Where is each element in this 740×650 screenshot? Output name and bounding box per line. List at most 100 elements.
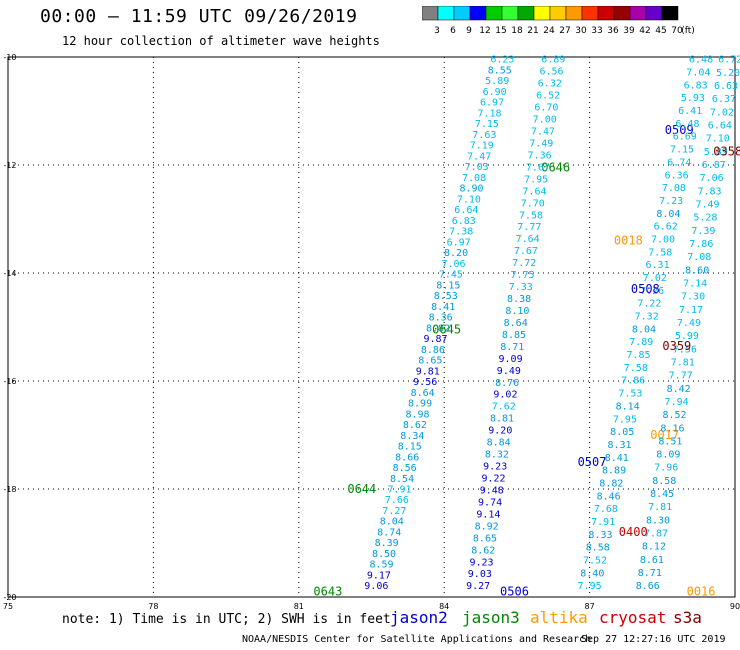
swh-value: 8.61 (640, 555, 664, 566)
longitude-tick-label: 87 (585, 602, 595, 610)
swh-value: 8.15 (398, 442, 422, 453)
swh-value: 9.03 (468, 569, 492, 580)
swh-value: 6.41 (678, 106, 702, 117)
legend-jason2: jason2 (390, 608, 448, 627)
colorbar-label: (ft) (681, 26, 695, 36)
swh-value: 6.74 (667, 157, 691, 168)
swh-value: 8.34 (400, 431, 424, 442)
swh-value: 8.65 (418, 356, 442, 367)
swh-value: 8.98 (405, 409, 429, 420)
pass-time-label: 0359 (662, 339, 691, 353)
swh-value: 7.62 (492, 402, 516, 413)
swh-value: 7.15 (475, 119, 499, 130)
swh-value: 9.56 (413, 377, 437, 388)
swh-value: 7.06 (700, 173, 724, 184)
swh-value: 6.36 (665, 170, 689, 181)
swh-value: 8.82 (426, 323, 450, 334)
swh-value: 5.99 (675, 331, 699, 342)
swh-value: 6.97 (447, 237, 471, 248)
swh-value: 8.39 (375, 538, 399, 549)
swh-value: 7.95 (578, 581, 602, 592)
swh-value: 5.20 (716, 68, 740, 79)
swh-value: 7.00 (651, 234, 675, 245)
swh-value: 6.70 (534, 103, 558, 114)
swh-value: 7.81 (671, 357, 695, 368)
swh-value: 8.09 (656, 450, 680, 461)
swh-value: 8.32 (485, 450, 509, 461)
swh-value: 7.64 (522, 186, 546, 197)
swh-value: 6.87 (702, 160, 726, 171)
latitude-tick-label: -14 (3, 269, 16, 278)
swh-value: 8.45 (650, 489, 674, 500)
swh-value: 6.48 (689, 55, 713, 66)
swh-value: 7.06 (441, 259, 465, 270)
swh-value: 8.41 (605, 453, 629, 464)
pass-time-label: 0644 (347, 482, 376, 496)
swh-value: 9.74 (478, 497, 502, 508)
swh-value: 6.64 (708, 121, 732, 132)
swh-value: 7.66 (385, 495, 409, 506)
swh-value: 7.86 (689, 239, 713, 250)
swh-value: 9.14 (476, 509, 500, 520)
swh-value: 9.09 (499, 354, 523, 365)
swh-value: 6.31 (646, 260, 670, 271)
latitude-tick-label: -18 (3, 485, 16, 494)
swh-value: 7.95 (613, 414, 637, 425)
swh-value: 7.96 (654, 463, 678, 474)
swh-value: 9.49 (497, 366, 521, 377)
swh-value: 9.20 (488, 426, 512, 437)
colorbar-label: 33 (591, 26, 602, 36)
swh-value: 7.10 (706, 134, 730, 145)
colorbar-label: 30 (575, 26, 587, 36)
swh-value: 8.89 (602, 466, 626, 477)
colorbar-label: 9 (466, 26, 472, 36)
swh-value: 7.58 (519, 210, 543, 221)
latitude-tick-label: -12 (3, 161, 16, 170)
swh-value: 8.58 (652, 476, 676, 487)
colorbar-label: 70 (671, 26, 683, 36)
swh-value: 8.90 (459, 184, 483, 195)
swh-value: 8.10 (505, 306, 529, 317)
swh-value: 7.17 (679, 305, 703, 316)
swh-value: 8.15 (436, 280, 460, 291)
swh-value: 8.82 (599, 478, 623, 489)
swh-value: 6.83 (452, 216, 476, 227)
swh-value: 7.38 (449, 227, 473, 238)
swh-value: 8.38 (507, 294, 531, 305)
latitude-tick-label: -16 (3, 377, 16, 386)
colorbar-label: 39 (623, 26, 635, 36)
swh-value: 7.63 (472, 130, 496, 141)
latitude-tick-label: -20 (3, 593, 16, 602)
swh-value: 7.10 (457, 194, 481, 205)
swh-value: 8.05 (610, 427, 634, 438)
swh-value: 8.55 (488, 65, 512, 76)
swh-value: 6.48 (675, 119, 699, 130)
swh-value: 9.48 (480, 485, 504, 496)
colorbar-label: 12 (479, 26, 490, 36)
swh-value: 8.50 (372, 549, 396, 560)
swh-value: 8.04 (380, 517, 404, 528)
colorbar-label: 42 (639, 26, 650, 36)
colorbar-label: 6 (450, 26, 456, 36)
swh-value: 7.56 (673, 344, 697, 355)
swh-value: 6.64 (454, 205, 478, 216)
swh-value: 7.89 (629, 337, 653, 348)
swh-value: 8.62 (471, 545, 495, 556)
swh-value: 7.04 (686, 68, 710, 79)
swh-value: 7.39 (691, 226, 715, 237)
pass-time-label: 0509 (665, 123, 694, 137)
colorbar-label: 24 (543, 26, 555, 36)
longitude-tick-label: 90 (730, 602, 740, 610)
colorbar-label: 18 (511, 26, 523, 36)
swh-value: 8.81 (490, 414, 514, 425)
colorbar-label: 21 (527, 26, 538, 36)
swh-value: 8.84 (487, 438, 511, 449)
swh-value: 7.75 (510, 270, 534, 281)
swh-value: 6.90 (483, 87, 507, 98)
swh-value: 7.18 (477, 108, 501, 119)
swh-value: 8.40 (580, 568, 604, 579)
swh-value: 7.03 (465, 162, 489, 173)
colorbar-label: 15 (495, 26, 506, 36)
swh-value: 7.53 (618, 389, 642, 400)
swh-value: 7.19 (470, 141, 494, 152)
